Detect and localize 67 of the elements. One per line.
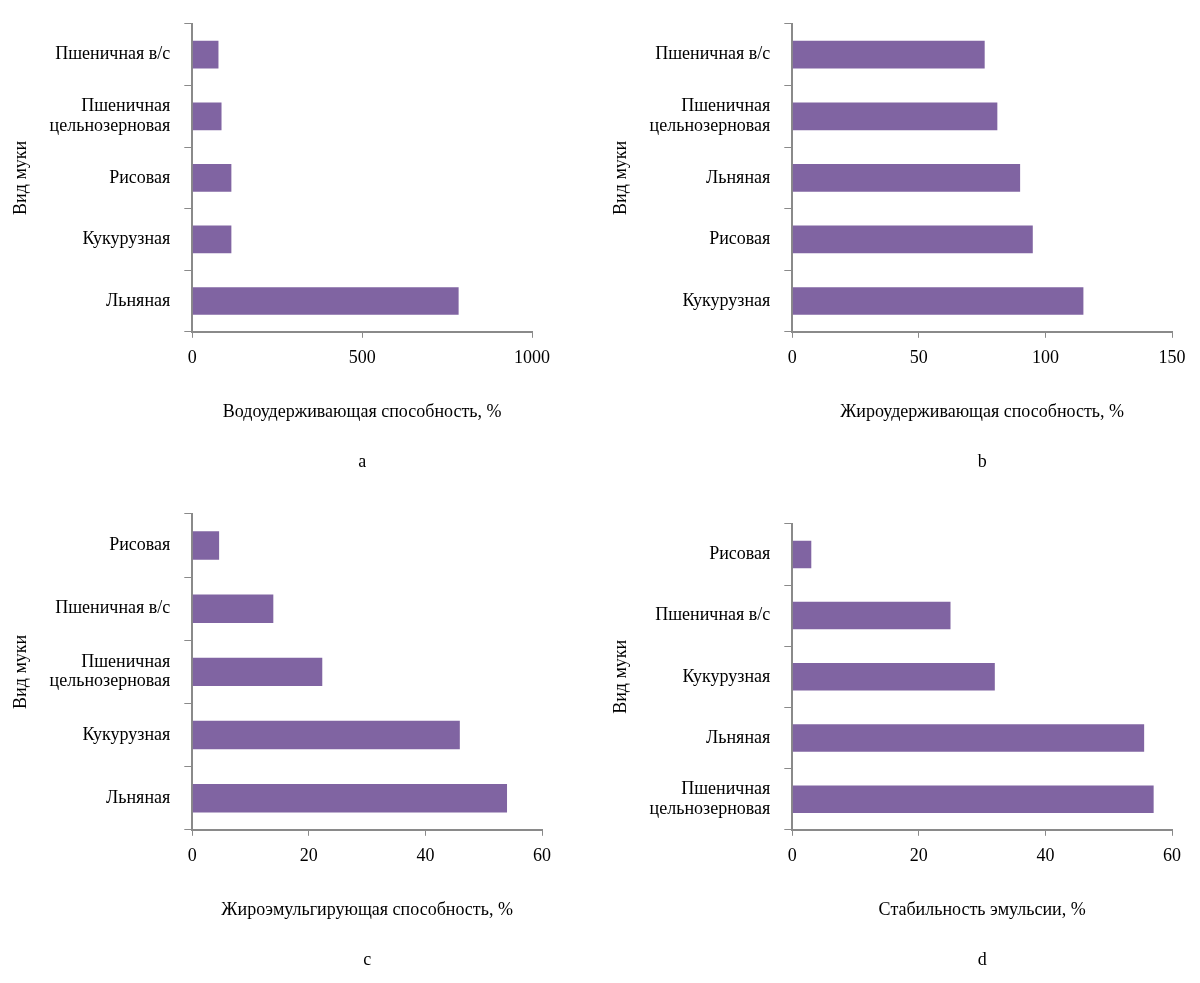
y-tick-label: Пшеничная цельнозерновая <box>49 650 171 691</box>
y-tick-label: Рисовая <box>109 166 171 187</box>
y-tick-label: Кукурузная <box>82 723 171 744</box>
text: b <box>977 451 987 471</box>
bar <box>792 102 998 131</box>
x-tick-label: 150 <box>1158 347 1186 368</box>
bar <box>792 663 995 691</box>
y-tick-label: Рисовая <box>709 543 771 564</box>
text: d <box>977 949 987 969</box>
x-axis-title: Жироэмульгирующая способность, % <box>221 898 513 919</box>
x-tick-label: 0 <box>187 347 197 368</box>
bar <box>192 657 323 687</box>
y-tick-label: Кукурузная <box>682 289 771 310</box>
y-axis-title: Вид муки <box>9 140 30 215</box>
y-axis-title: Вид муки <box>9 634 30 709</box>
x-tick-label: 500 <box>348 347 376 368</box>
bar <box>792 225 1033 254</box>
y-tick-label: Льняная <box>706 166 771 187</box>
y-tick-label: Пшеничная цельнозерновая <box>649 778 771 818</box>
bar <box>792 724 1145 752</box>
x-tick-label: 1000 <box>514 347 550 368</box>
y-tick-label: Пшеничная цельнозерновая <box>49 95 171 135</box>
y-tick-label: Кукурузная <box>682 665 771 686</box>
x-tick-label: 0 <box>787 845 797 866</box>
x-axis-title: Водоудерживающая способность, % <box>222 400 502 421</box>
y-tick-label: Пшеничная цельнозерновая <box>649 95 771 135</box>
bar <box>192 594 274 623</box>
y-tick-label: Пшеничная в/с <box>55 43 171 64</box>
y-tick-label: Пшеничная в/с <box>655 604 771 625</box>
bar <box>792 785 1154 813</box>
bar <box>192 783 508 813</box>
y-tick-label: Льняная <box>706 726 771 747</box>
x-tick-label: 50 <box>909 347 928 368</box>
x-tick-label: 100 <box>1031 347 1059 368</box>
y-tick-label: Рисовая <box>109 534 171 555</box>
bar <box>792 601 951 630</box>
x-tick-label: 60 <box>1163 845 1181 866</box>
x-tick-label: 60 <box>533 845 551 866</box>
bar <box>792 163 1021 192</box>
bar <box>192 163 232 192</box>
y-axis-title: Вид муки <box>609 639 630 714</box>
x-tick-label: 20 <box>909 845 928 866</box>
bar <box>192 287 459 315</box>
x-tick-label: 20 <box>299 845 318 866</box>
bar <box>192 531 220 560</box>
bar <box>792 287 1084 315</box>
y-tick-label: Льняная <box>106 786 171 807</box>
x-tick-label: 0 <box>787 347 797 368</box>
bar <box>192 40 219 69</box>
bar <box>192 225 232 254</box>
x-tick-label: 40 <box>416 845 435 866</box>
y-tick-label: Льняная <box>106 289 171 310</box>
x-tick-label: 40 <box>1036 845 1055 866</box>
bar <box>792 40 985 69</box>
y-tick-label: Пшеничная в/с <box>655 43 771 64</box>
bar <box>192 102 222 131</box>
y-axis-title: Вид муки <box>609 140 630 215</box>
x-tick-label: 0 <box>187 845 197 866</box>
y-tick-label: Рисовая <box>709 228 771 249</box>
x-axis-title: Стабильность эмульсии, % <box>878 898 1086 919</box>
bar <box>792 540 812 569</box>
bar <box>192 720 460 750</box>
text: c <box>363 949 372 969</box>
x-axis-title: Жироудерживающая способность, % <box>840 400 1125 421</box>
y-tick-label: Кукурузная <box>82 228 171 249</box>
text: a <box>358 451 367 471</box>
y-tick-label: Пшеничная в/с <box>55 597 171 618</box>
